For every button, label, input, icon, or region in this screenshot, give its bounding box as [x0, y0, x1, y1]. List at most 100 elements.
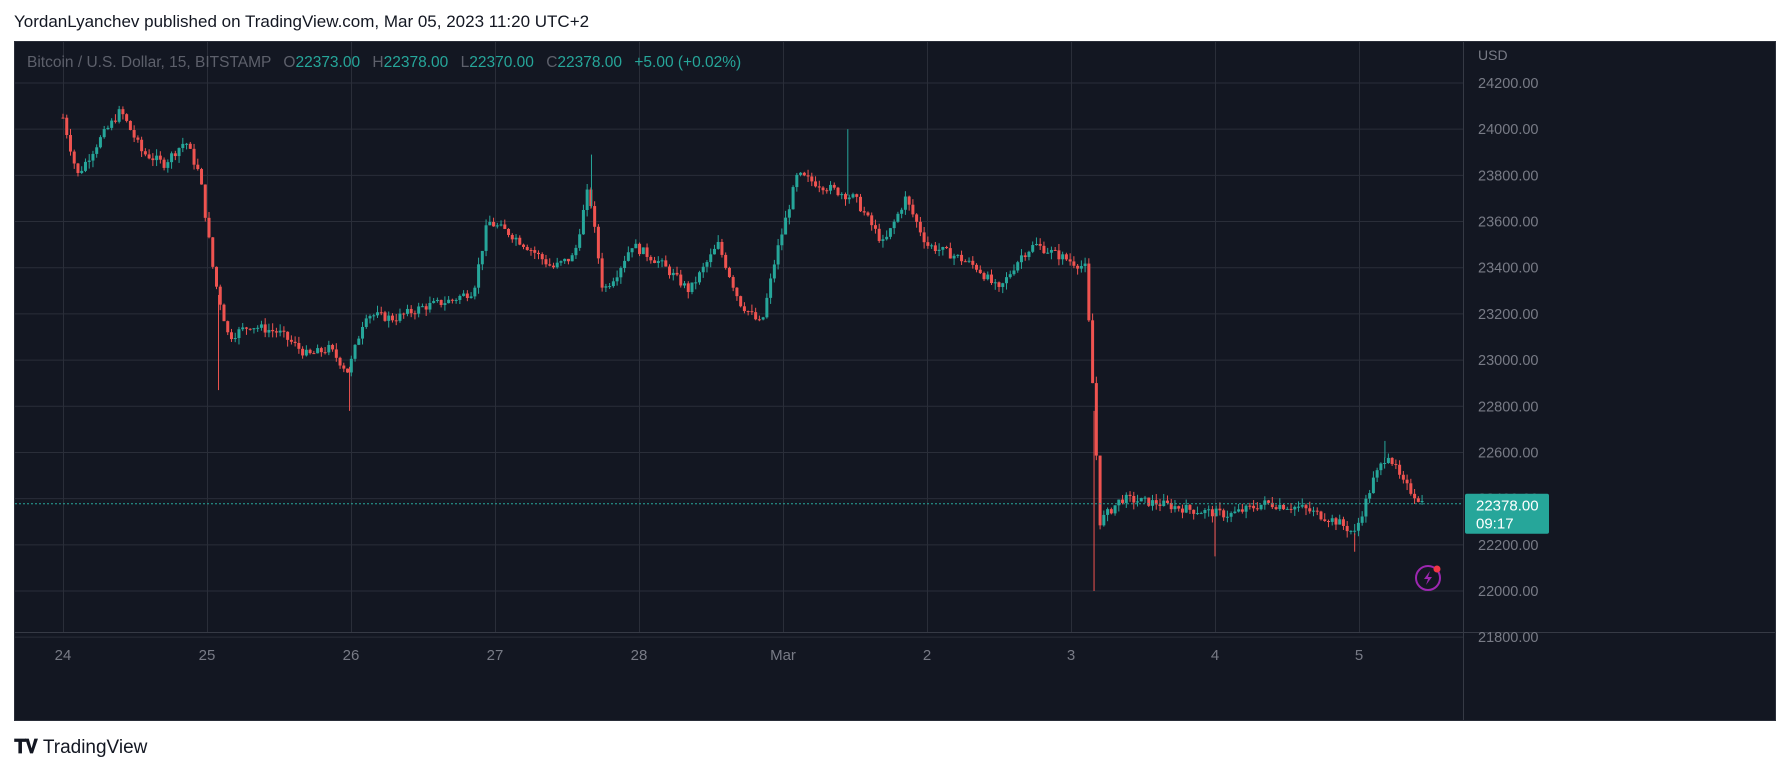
candle-body — [503, 224, 507, 229]
candle-body — [978, 269, 982, 274]
candle-body — [952, 255, 956, 259]
candle-body — [379, 312, 383, 314]
candle-body — [443, 303, 447, 305]
candle-body — [716, 241, 720, 249]
candle-body — [851, 194, 855, 198]
open-value: 22373.00 — [295, 54, 361, 71]
candle-body — [533, 250, 537, 253]
candle-body — [683, 283, 687, 286]
candle-body — [735, 287, 739, 297]
candle-body — [626, 252, 630, 261]
candle-body — [1195, 513, 1199, 515]
candle-body — [656, 261, 660, 263]
candle-body — [578, 234, 582, 248]
candle-body — [1169, 502, 1173, 510]
candle-body — [780, 234, 784, 246]
candle-body — [1038, 243, 1042, 246]
tradingview-logo[interactable]: 𝐓𝐕 TradingView — [14, 737, 147, 759]
candle-body — [1270, 502, 1274, 508]
candle-body — [1334, 518, 1338, 525]
candle-body — [316, 348, 320, 354]
candle-body — [477, 264, 481, 288]
candle-body — [840, 194, 844, 196]
candle-body — [173, 153, 177, 157]
candle-body — [1124, 494, 1128, 503]
last-price-box — [1465, 493, 1549, 534]
candle-body — [1184, 505, 1188, 513]
candle-body — [68, 135, 72, 152]
candle-body — [237, 329, 241, 338]
candle-body — [705, 262, 709, 267]
candle-body — [754, 312, 758, 320]
candle-body — [1132, 495, 1136, 503]
close-key: C — [546, 54, 558, 71]
candle-body — [1128, 494, 1132, 496]
candle-body — [1345, 525, 1349, 532]
candle-body — [847, 197, 851, 200]
candle-body — [630, 248, 634, 253]
candle-body — [473, 287, 477, 297]
candle-body — [997, 282, 1001, 287]
candle-body — [1308, 508, 1312, 512]
candle-body — [1218, 508, 1222, 511]
candle-body — [323, 352, 327, 354]
candle-body — [1252, 505, 1256, 509]
candle-body — [581, 209, 585, 235]
candle-body — [450, 299, 454, 301]
candle-body — [424, 306, 428, 310]
chart-panel[interactable]: USD 24200.00 24000.00 23800.00 23600.00 23400… — [14, 41, 1776, 721]
candle-body — [1016, 262, 1020, 271]
candle-body — [226, 321, 230, 333]
candle-body — [166, 162, 170, 168]
candle-body — [203, 184, 207, 218]
candle-body — [1042, 245, 1046, 254]
candle-body — [87, 160, 91, 162]
candle-body — [986, 274, 990, 280]
candle-body — [458, 295, 462, 300]
candle-body — [1274, 507, 1278, 510]
candle-body — [802, 172, 806, 176]
candle-body — [982, 273, 986, 280]
candle-body — [83, 161, 87, 171]
low-key: L — [460, 54, 470, 71]
candle-body — [600, 258, 604, 288]
candle-body — [873, 225, 877, 229]
candle-body — [1113, 505, 1117, 514]
x-tick-label: 4 — [1211, 647, 1219, 664]
candle-body — [319, 348, 323, 353]
y-tick-label: 22600.00 — [1478, 445, 1538, 461]
candle-body — [1420, 501, 1424, 503]
candle-body — [574, 247, 578, 256]
candle-body — [1263, 500, 1267, 505]
candle-body — [304, 349, 308, 356]
candle-body — [911, 204, 915, 215]
candle-body — [858, 196, 862, 212]
price-chart[interactable]: USD 24200.00 24000.00 23800.00 23600.00 23400… — [15, 42, 1776, 721]
x-tick-label: 24 — [55, 647, 72, 664]
lightning-icon[interactable] — [1415, 565, 1441, 591]
candle-body — [855, 194, 859, 197]
candle-body — [694, 282, 698, 284]
candle-body — [971, 260, 975, 265]
candle-body — [1330, 518, 1334, 522]
candle-body — [671, 272, 675, 276]
candle-body — [1413, 493, 1417, 499]
candle-body — [465, 293, 469, 299]
candle-body — [623, 260, 627, 269]
candle-body — [1319, 511, 1323, 520]
y-tick-label: 21800.00 — [1478, 630, 1538, 646]
candle-body — [791, 187, 795, 210]
candle-body — [1225, 516, 1229, 518]
candle-body — [132, 130, 136, 138]
candle-body — [1106, 509, 1110, 515]
candle-body — [211, 237, 215, 267]
candle-body — [761, 317, 765, 320]
candle-body — [1375, 470, 1379, 478]
candle-body — [1383, 463, 1387, 465]
candle-body — [660, 260, 664, 262]
candle-body — [544, 259, 548, 265]
candle-body — [200, 169, 204, 185]
candle-body — [405, 308, 409, 314]
candle-body — [608, 286, 612, 288]
candle-body — [525, 246, 529, 251]
